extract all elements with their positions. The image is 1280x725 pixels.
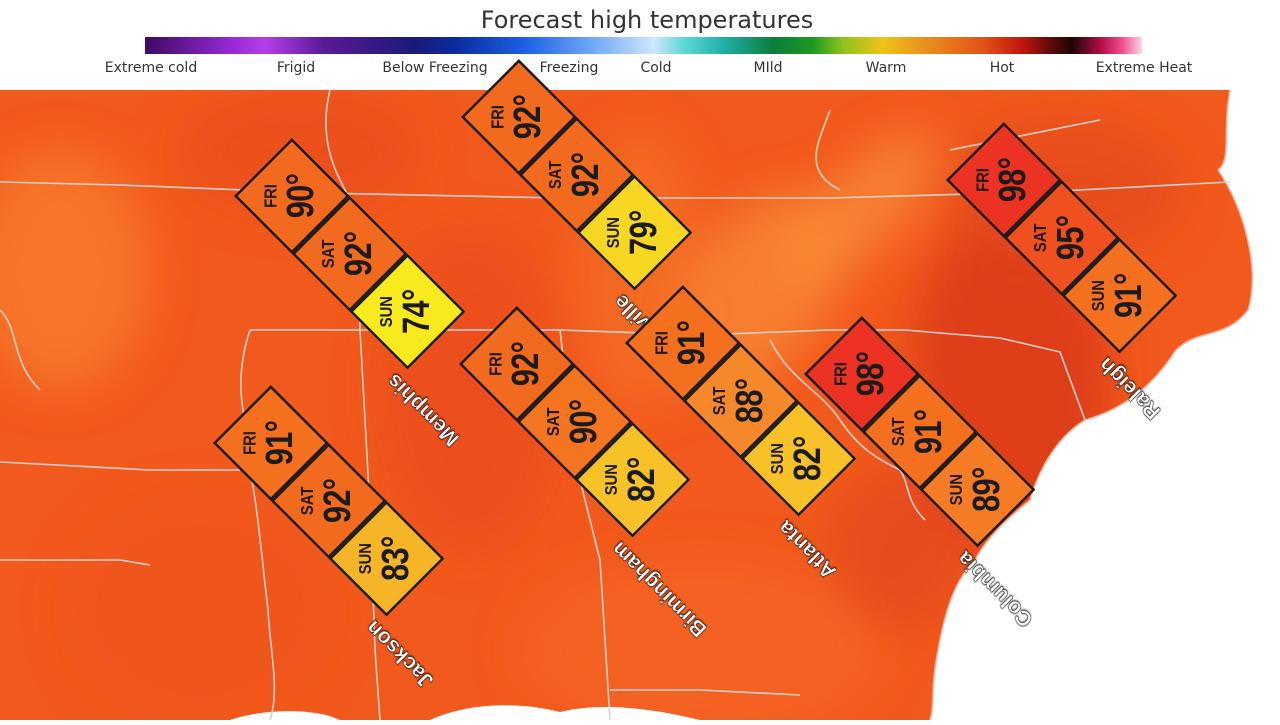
- temp-value: 91°: [256, 420, 301, 466]
- legend-label-warm: Warm: [865, 60, 907, 76]
- legend-label-freezing: Freezing: [539, 60, 599, 76]
- legend-label-frigid: Frigid: [276, 60, 316, 76]
- temp-value: 82°: [784, 436, 828, 481]
- temp-value: 92°: [562, 152, 607, 198]
- legend-label-cold: Cold: [640, 60, 672, 76]
- temp-value: 79°: [620, 210, 664, 255]
- temp-value: 88°: [726, 378, 771, 424]
- coastline: [929, 89, 1253, 721]
- temp-value: 92°: [335, 231, 380, 277]
- temp-value: 83°: [372, 536, 416, 581]
- temp-value: 90°: [560, 399, 605, 445]
- legend-label-mild: MIld: [753, 60, 783, 76]
- temp-value: 98°: [989, 157, 1034, 203]
- temp-value: 82°: [618, 457, 662, 502]
- temp-value: 90°: [277, 173, 322, 219]
- legend-header: Forecast high temperatures: [0, 0, 1280, 90]
- temp-value: 95°: [1047, 215, 1092, 261]
- legend-label-hot: Hot: [989, 60, 1015, 76]
- temp-value: 92°: [314, 478, 359, 524]
- temp-value: 91°: [1105, 273, 1149, 318]
- temp-value: 89°: [963, 467, 1007, 512]
- gulf-coast: [230, 705, 700, 720]
- legend-title: Forecast high temperatures: [480, 6, 814, 34]
- temp-value: 91°: [668, 320, 713, 366]
- temp-value: 92°: [504, 94, 549, 140]
- legend-label-extreme-cold: Extreme cold: [104, 60, 198, 76]
- legend-label-below-freezing: Below Freezing: [382, 60, 488, 76]
- temp-value: 91°: [905, 409, 950, 455]
- temp-value: 92°: [502, 341, 547, 387]
- temp-value: 98°: [847, 351, 892, 397]
- temp-value: 74°: [393, 289, 437, 334]
- legend-label-extreme-heat: Extreme Heat: [1095, 60, 1193, 76]
- color-scale-bar: [145, 37, 1142, 54]
- ocean: [930, 90, 1280, 720]
